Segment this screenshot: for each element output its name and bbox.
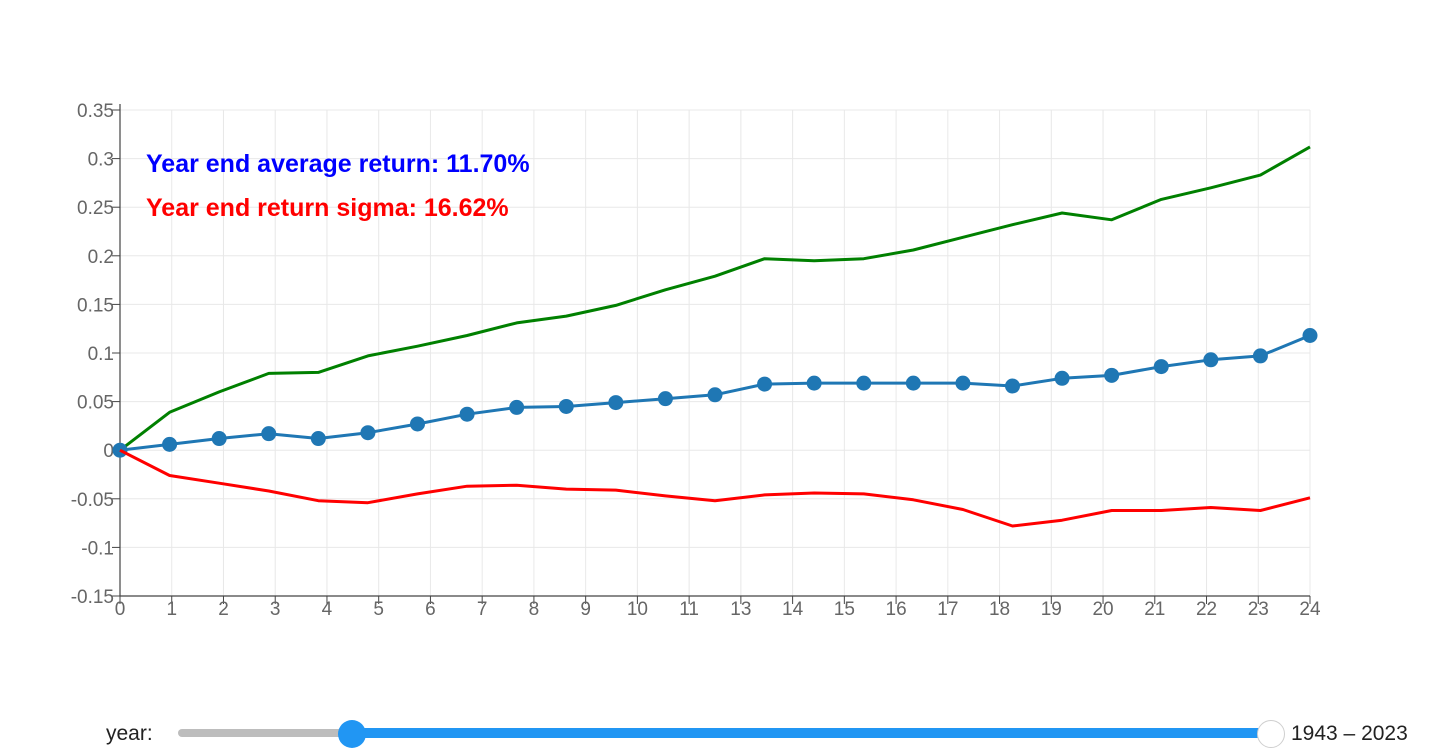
data-point — [1153, 359, 1169, 375]
x-tick-label: 8 — [529, 599, 540, 620]
x-tick-label: 7 — [477, 599, 488, 620]
y-tick-label: 0.1 — [88, 344, 114, 365]
data-point — [310, 431, 326, 447]
year-range-value: 1943 – 2023 — [1291, 722, 1408, 745]
data-point — [261, 426, 277, 442]
y-tick-label: -0.05 — [71, 490, 114, 511]
data-point — [509, 399, 525, 415]
y-tick-label: 0.05 — [77, 393, 114, 414]
data-point — [806, 375, 822, 391]
x-tick-label: 6 — [425, 599, 436, 620]
data-point — [1005, 378, 1020, 394]
x-tick-label: 24 — [1299, 599, 1321, 620]
data-point — [459, 406, 475, 422]
y-tick-label: 0.15 — [77, 295, 114, 316]
data-point — [856, 375, 872, 391]
data-point — [608, 395, 624, 411]
year-slider-max-handle[interactable] — [1257, 720, 1285, 748]
x-tick-label: 5 — [373, 599, 384, 620]
series-line-0 — [119, 145, 1311, 452]
return-sigma-annotation: Year end return sigma: 16.62% — [146, 194, 509, 222]
y-tick-label: 0 — [103, 441, 114, 462]
x-tick-label: 13 — [730, 599, 751, 620]
x-tick-label: 19 — [1041, 599, 1062, 620]
year-slider-selected-range[interactable] — [351, 728, 1270, 738]
data-point — [162, 436, 178, 452]
x-tick-label: 20 — [1092, 599, 1113, 620]
annotations: Year end average return: 11.70% Year end… — [146, 150, 530, 222]
x-tick-label: 23 — [1248, 599, 1269, 620]
data-point — [1054, 370, 1070, 386]
data-point — [410, 416, 425, 432]
x-tick-label: 11 — [679, 599, 699, 620]
tick-labels: 0.35 0.3 0.25 0.2 0.15 0.1 0.05 0 -0.05 -0.1 -0.15… — [71, 101, 1321, 620]
data-point — [707, 387, 723, 403]
data-point — [211, 431, 227, 447]
year-slider[interactable]: year: 1943 – 2023 — [0, 700, 1429, 752]
y-tick-label: -0.1 — [81, 538, 114, 559]
x-tick-label: 14 — [782, 599, 804, 620]
x-tick-label: 17 — [937, 599, 958, 620]
data-point — [905, 375, 921, 391]
year-slider-min-handle[interactable] — [337, 720, 366, 748]
x-tick-label: 15 — [834, 599, 855, 620]
data-point — [1203, 352, 1219, 368]
x-tick-label: 16 — [886, 599, 907, 620]
data-point — [360, 425, 376, 441]
data-point — [955, 375, 971, 391]
x-tick-label: 2 — [218, 599, 229, 620]
y-tick-label: 0.3 — [88, 150, 114, 171]
x-tick-label: 18 — [989, 599, 1010, 620]
x-tick-label: 4 — [322, 599, 333, 620]
average-return-annotation: Year end average return: 11.70% — [146, 150, 530, 178]
line-chart: 0.35 0.3 0.25 0.2 0.15 0.1 0.05 0 -0.05 -0.1 -0.15… — [71, 101, 1321, 620]
data-point — [757, 376, 773, 392]
axes — [112, 104, 1311, 604]
y-tick-label: -0.15 — [71, 587, 114, 608]
data-point — [1252, 348, 1268, 364]
y-tick-label: 0.2 — [88, 247, 114, 268]
data-point — [1302, 328, 1318, 344]
x-tick-label: 3 — [270, 599, 281, 620]
x-tick-label: 9 — [580, 599, 591, 620]
data-point — [1104, 367, 1120, 383]
y-tick-label: 0.35 — [77, 101, 114, 122]
data-point — [657, 391, 673, 407]
x-tick-label: 1 — [166, 599, 177, 620]
x-tick-label: 0 — [115, 599, 126, 620]
x-tick-label: 10 — [627, 599, 648, 620]
year-slider-label: year: — [106, 722, 153, 745]
series-line-2 — [119, 448, 1311, 528]
series-lines — [112, 145, 1318, 528]
y-tick-label: 0.25 — [77, 198, 114, 219]
x-tick-label: 21 — [1144, 599, 1165, 620]
x-tick-label: 22 — [1196, 599, 1217, 620]
data-point — [558, 398, 574, 414]
grid — [119, 109, 1311, 597]
